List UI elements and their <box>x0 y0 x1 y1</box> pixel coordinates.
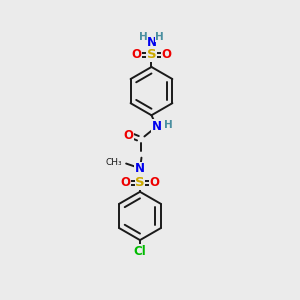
Text: S: S <box>135 176 145 190</box>
Text: Cl: Cl <box>134 245 146 258</box>
Text: CH₃: CH₃ <box>106 158 122 167</box>
Text: S: S <box>147 48 156 61</box>
Text: H: H <box>155 32 164 42</box>
Text: N: N <box>146 36 157 49</box>
Text: N: N <box>135 162 145 175</box>
Text: O: O <box>124 129 134 142</box>
Text: O: O <box>161 48 171 61</box>
Text: H: H <box>139 32 148 42</box>
Text: O: O <box>150 176 160 190</box>
Text: O: O <box>132 48 142 61</box>
Text: H: H <box>164 120 172 130</box>
Text: N: N <box>152 120 162 133</box>
Text: O: O <box>120 176 130 190</box>
